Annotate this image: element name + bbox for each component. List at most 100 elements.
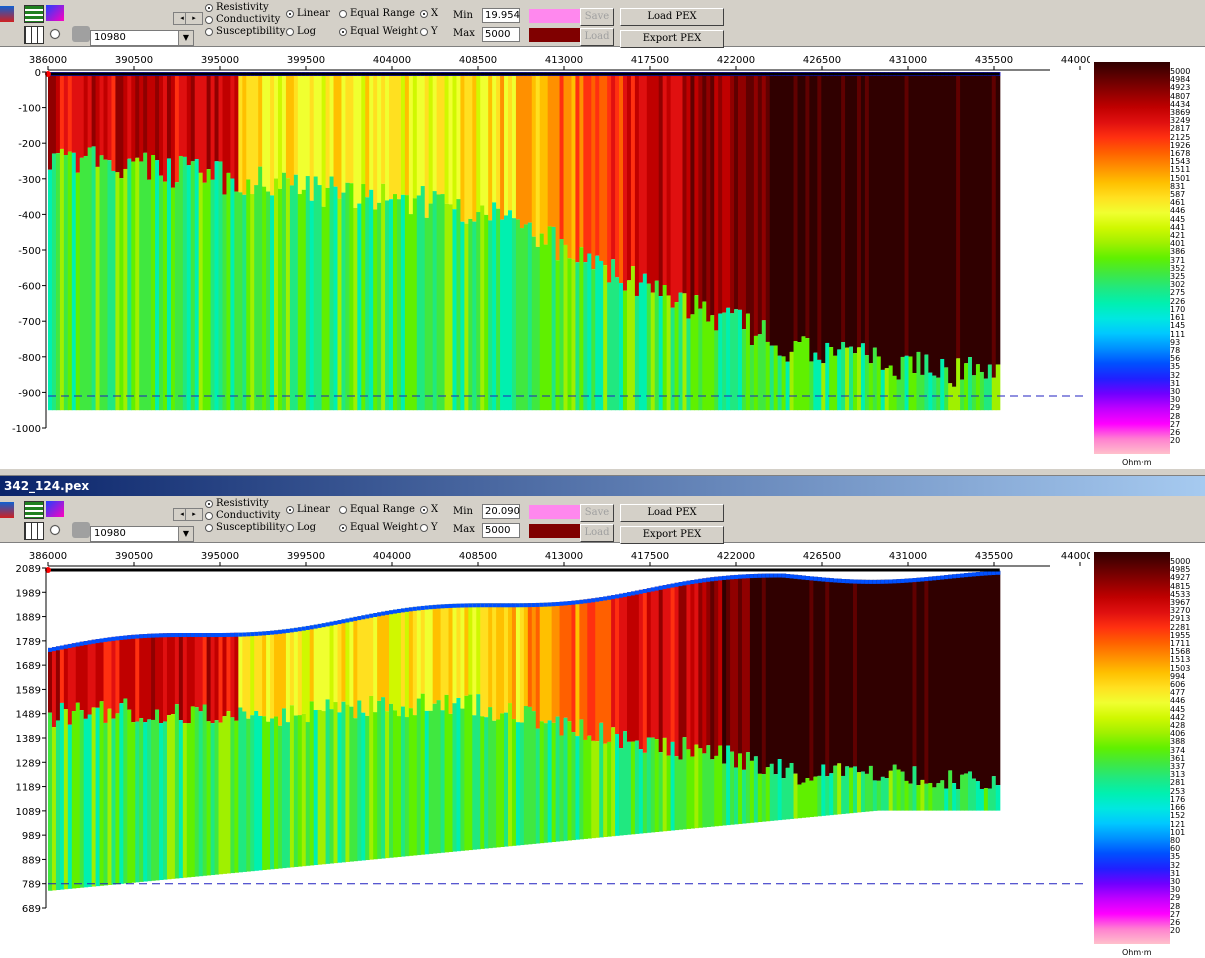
radio-linear[interactable]: Linear [286, 8, 330, 19]
brush-icon[interactable] [46, 5, 64, 21]
section-cell [496, 72, 501, 209]
section-cell [504, 72, 509, 216]
section-cell [206, 72, 212, 170]
radio-resistivity[interactable]: Resistivity [205, 2, 269, 13]
radio-equal-weight[interactable]: Equal Weight [339, 26, 418, 37]
radio-susceptibility[interactable]: Susceptibility [205, 522, 285, 533]
surface-cell [202, 633, 208, 638]
radio-log[interactable]: Log [286, 26, 316, 37]
section-cell [67, 72, 73, 152]
load-pex-button[interactable]: Load PEX [620, 8, 724, 26]
save-button[interactable]: Save [580, 8, 614, 26]
chevron-down-icon[interactable]: ▼ [178, 527, 193, 541]
palette-icon[interactable] [0, 502, 14, 518]
section-cell [829, 72, 834, 348]
surface-cell [508, 603, 513, 608]
export-pex-button[interactable]: Export PEX [620, 526, 724, 544]
legend-value: 2281 [1170, 622, 1191, 632]
min-color-swatch[interactable] [529, 9, 587, 23]
chevron-down-icon[interactable]: ▼ [178, 31, 193, 45]
section-cell [924, 783, 929, 811]
surface-cell [472, 603, 477, 608]
surface-cell [210, 633, 216, 638]
section-cell [777, 573, 783, 760]
section-cell [916, 785, 922, 811]
radio-conductivity[interactable]: Conductivity [205, 14, 280, 25]
section-cell [373, 72, 378, 210]
section-cell [214, 161, 220, 411]
legend-value: 302 [1170, 280, 1186, 290]
section-cell [452, 703, 458, 852]
section-cell [924, 577, 929, 784]
radio-equal-range[interactable]: Equal Range [339, 504, 415, 515]
palette-icon[interactable] [0, 6, 14, 22]
section-cell [337, 712, 343, 863]
min-input[interactable]: 19.954 [482, 8, 520, 23]
section-cell [500, 713, 505, 847]
section-cell [829, 773, 834, 816]
radio-conductivity[interactable]: Conductivity [205, 510, 280, 521]
print-icon[interactable] [72, 26, 90, 42]
spin-right-button[interactable]: ▸ [185, 508, 203, 521]
section-cell [432, 604, 438, 704]
section-cell [389, 199, 394, 411]
radio-y[interactable]: Y [420, 26, 438, 37]
grid-icon[interactable] [24, 522, 44, 540]
load-button[interactable]: Load [580, 28, 614, 46]
min-input[interactable]: 20.090 [482, 504, 520, 519]
section-cell [801, 336, 807, 411]
brush-icon[interactable] [46, 501, 64, 517]
section-cell [785, 361, 791, 411]
section-cell [968, 572, 973, 772]
grid-icon[interactable] [24, 26, 44, 44]
section-cell [444, 694, 450, 853]
section-cell [511, 218, 517, 411]
y-tick-label: 1989 [16, 588, 41, 599]
section-cell [872, 72, 878, 348]
surface-cell [389, 610, 394, 615]
radio-y[interactable]: Y [420, 522, 438, 533]
load-button[interactable]: Load [580, 524, 614, 542]
radio-x[interactable]: X [420, 504, 438, 515]
splitter[interactable] [0, 468, 1205, 476]
color-list-icon[interactable] [24, 5, 44, 23]
depth-combo[interactable]: 10980 ▼ [90, 526, 194, 542]
section-cell [571, 259, 577, 411]
section-cell [396, 199, 402, 411]
zoom-icon[interactable] [46, 522, 64, 538]
section-cell [95, 72, 101, 167]
load-pex-button[interactable]: Load PEX [620, 504, 724, 522]
print-icon[interactable] [72, 522, 90, 538]
depth-combo[interactable]: 10980 ▼ [90, 30, 194, 46]
section-cell [460, 72, 465, 222]
max-color-swatch[interactable] [529, 524, 587, 538]
radio-linear[interactable]: Linear [286, 504, 330, 515]
max-input[interactable]: 5000 [482, 523, 520, 538]
section-cell [555, 72, 561, 261]
section-cell [143, 72, 148, 153]
surface-cell [353, 616, 358, 621]
min-color-swatch[interactable] [529, 505, 587, 519]
color-list-icon[interactable] [24, 501, 44, 519]
radio-resistivity[interactable]: Resistivity [205, 498, 269, 509]
spin-right-button[interactable]: ▸ [185, 12, 203, 25]
section-cell [734, 767, 739, 825]
section-cell [369, 613, 374, 696]
radio-susceptibility[interactable]: Susceptibility [205, 26, 285, 37]
max-input[interactable]: 5000 [482, 27, 520, 42]
y-tick-label: -200 [18, 139, 41, 150]
save-button[interactable]: Save [580, 504, 614, 522]
radio-equal-range[interactable]: Equal Range [339, 8, 415, 19]
export-pex-button[interactable]: Export PEX [620, 30, 724, 48]
section-cell [309, 625, 315, 702]
section-cell [143, 722, 148, 882]
radio-log[interactable]: Log [286, 522, 316, 533]
radio-equal-weight[interactable]: Equal Weight [339, 522, 418, 533]
radio-x[interactable]: X [420, 8, 438, 19]
max-color-swatch[interactable] [529, 28, 587, 42]
zoom-icon[interactable] [46, 26, 64, 42]
surface-cell [115, 636, 120, 641]
section-cell [480, 716, 485, 849]
max-label: Max [453, 524, 475, 535]
surface-cell [686, 580, 692, 585]
